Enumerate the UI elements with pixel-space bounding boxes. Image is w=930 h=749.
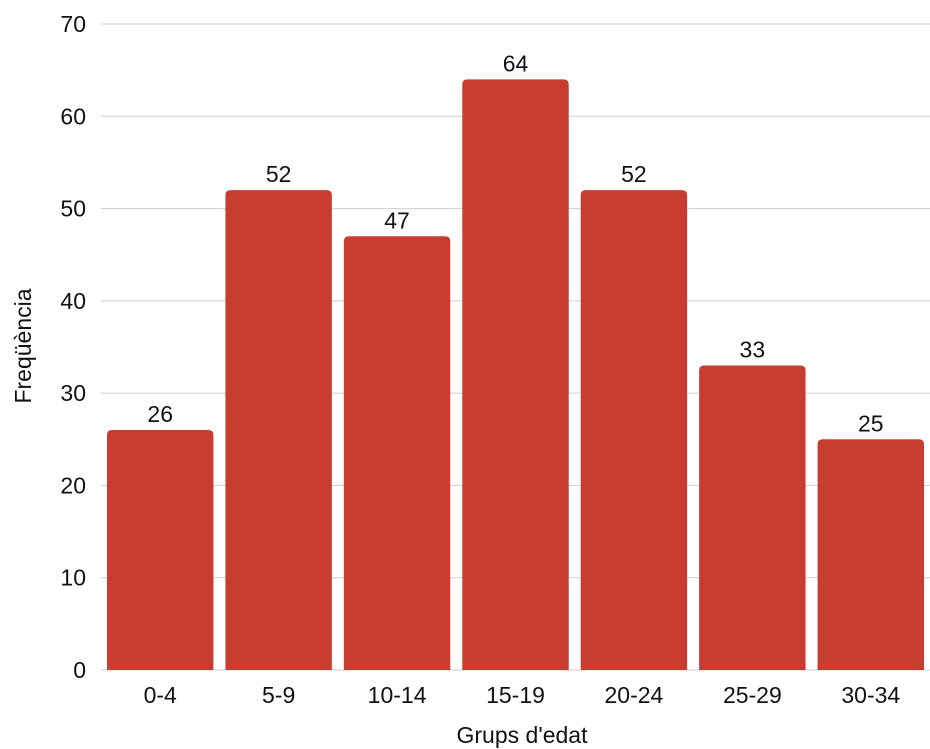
x-axis-title: Grups d'edat (457, 722, 589, 748)
x-tick-label-25-29: 25-29 (723, 682, 782, 708)
data-label-20-24: 52 (621, 161, 647, 187)
x-tick-label-0-4: 0-4 (144, 682, 177, 708)
bars (107, 79, 924, 670)
data-label-30-34: 25 (858, 410, 884, 436)
x-tick-label-15-19: 15-19 (486, 682, 545, 708)
x-tick-label-5-9: 5-9 (262, 682, 295, 708)
y-tick-label: 30 (60, 380, 86, 406)
x-tick-label-10-14: 10-14 (368, 682, 427, 708)
data-label-5-9: 52 (266, 161, 292, 187)
x-tick-label-20-24: 20-24 (605, 682, 664, 708)
bar-30-34 (817, 439, 924, 670)
data-label-15-19: 64 (503, 50, 529, 76)
data-label-0-4: 26 (147, 401, 173, 427)
y-axis-title: Freqüència (10, 288, 36, 403)
y-tick-label: 60 (60, 103, 86, 129)
y-tick-label: 20 (60, 472, 86, 498)
y-tick-label: 40 (60, 288, 86, 314)
x-axis-ticks: 0-4 5-9 10-14 15-19 20-24 25-29 30-34 (144, 682, 901, 708)
y-tick-label: 70 (60, 11, 86, 37)
y-tick-label: 50 (60, 196, 86, 222)
y-tick-label: 10 (60, 565, 86, 591)
bar-0-4 (107, 430, 214, 670)
bar-5-9 (225, 190, 332, 670)
bar-20-24 (580, 190, 688, 670)
bar-25-29 (699, 365, 806, 670)
y-tick-label: 0 (73, 657, 86, 683)
bar-15-19 (462, 79, 569, 670)
x-tick-label-30-34: 30-34 (841, 682, 900, 708)
data-label-25-29: 33 (740, 336, 766, 362)
y-axis-ticks: 0 10 20 30 40 50 60 70 (60, 11, 86, 683)
bar-10-14 (343, 236, 451, 670)
data-labels: 26 52 47 64 52 33 25 (147, 50, 883, 436)
data-label-10-14: 47 (384, 207, 410, 233)
